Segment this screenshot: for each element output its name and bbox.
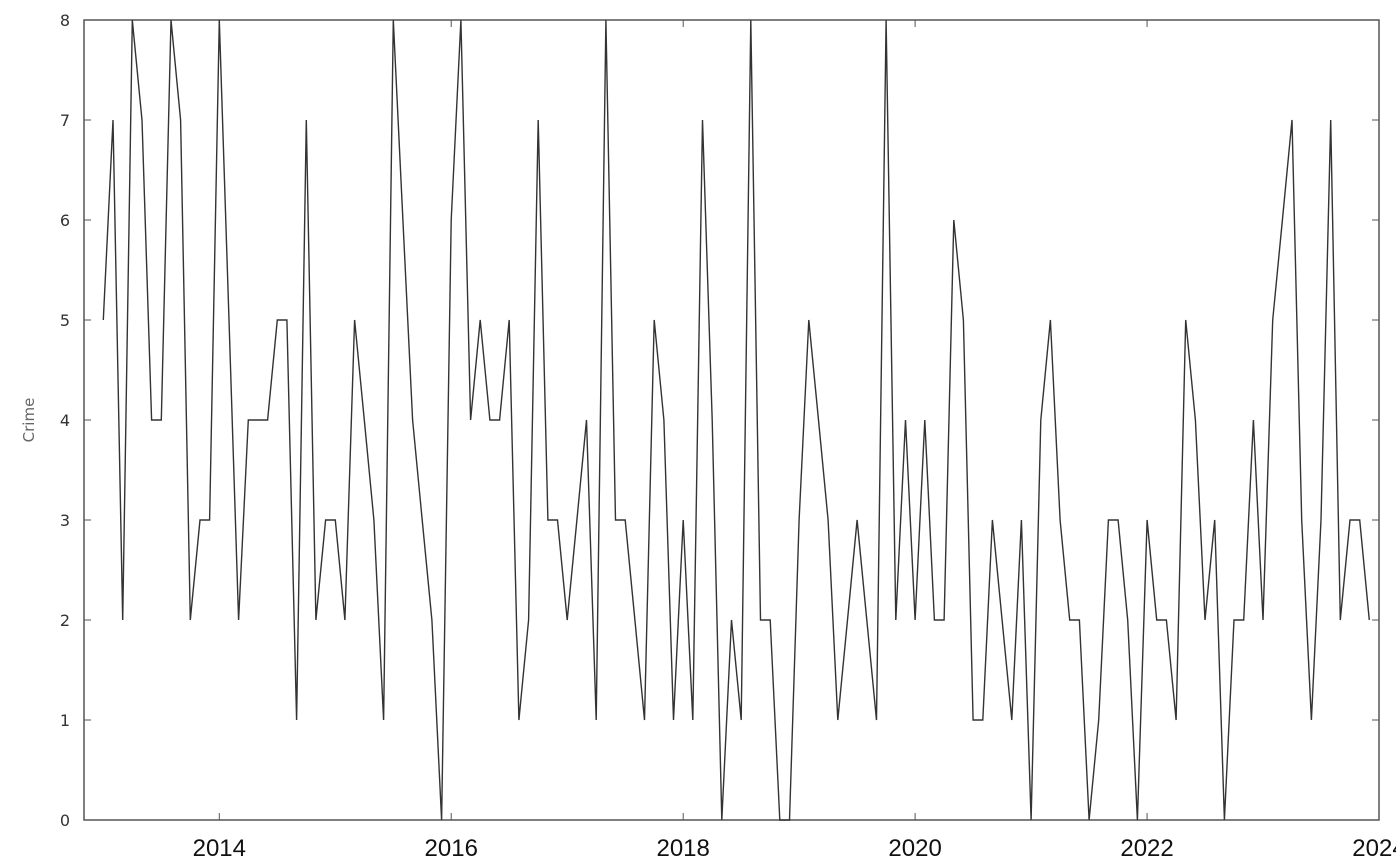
y-tick-label: 3	[60, 511, 70, 530]
y-tick-label: 5	[60, 311, 70, 330]
x-tick-label: 2020	[888, 835, 941, 861]
y-tick-label: 4	[60, 411, 70, 430]
tick-marks	[84, 19, 1380, 821]
x-tick-labels: 2014 2016 2018 2020 2022 2024	[193, 835, 1396, 861]
y-tick-label: 6	[60, 211, 70, 230]
y-tick-label: 1	[60, 711, 70, 730]
y-tick-label: 7	[60, 111, 70, 130]
x-tick-label: 2022	[1120, 835, 1173, 861]
x-tick-label: 2018	[656, 835, 709, 861]
x-tick-label: 2024	[1352, 835, 1396, 861]
plot-frame	[83, 19, 1380, 821]
y-tick-label: 8	[60, 11, 70, 30]
series-line	[102, 19, 1370, 821]
y-tick-labels: 0 1 2 3 4 5 6 7 8	[60, 11, 70, 830]
y-tick-label: 2	[60, 611, 70, 630]
x-tick-label: 2014	[193, 835, 246, 861]
series-group	[102, 19, 1370, 821]
y-axis-label: Crime	[20, 398, 38, 443]
y-tick-label: 0	[60, 811, 70, 830]
x-tick-label: 2016	[425, 835, 478, 861]
